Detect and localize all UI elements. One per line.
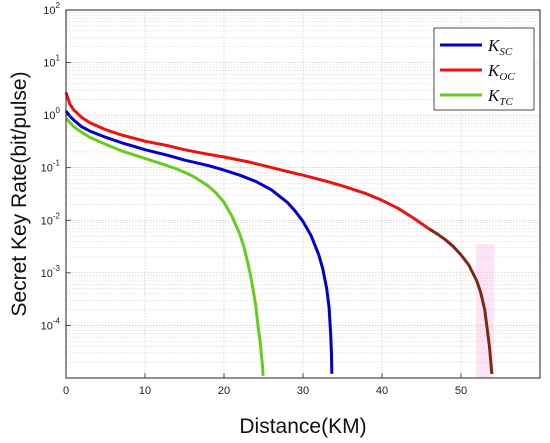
x-tick-labels: 0 10 20 30 40 50: [63, 385, 467, 397]
y-tick-label: 102: [43, 1, 60, 17]
x-axis-label: Distance(KM): [239, 415, 366, 438]
y-tick-label: 10-4: [41, 316, 61, 332]
legend-label: KSC: [487, 36, 513, 58]
x-tick-label: 20: [218, 385, 230, 397]
y-tick-label: 101: [43, 54, 60, 70]
y-tick-label: 10-2: [41, 211, 61, 227]
y-tick-labels: 102 101 100 10-1 10-2 10-3 10-4: [41, 1, 61, 332]
x-tick-label: 40: [376, 385, 388, 397]
y-tick-label: 100: [43, 106, 60, 122]
series-group: [64, 91, 494, 376]
x-tick-label: 10: [139, 385, 151, 397]
series-line-k-tc: [64, 117, 265, 376]
legend-label: KTC: [487, 86, 513, 108]
y-tick-label: 10-3: [41, 264, 61, 280]
x-tick-label: 50: [455, 385, 467, 397]
series-line-k-sc: [64, 110, 334, 374]
series-line-k-oc-tail: [428, 227, 494, 374]
legend-label: KOC: [487, 61, 515, 83]
y-tick-label: 10-1: [41, 159, 61, 175]
y-axis-label: Secret Key Rate(bit/pulse): [8, 71, 31, 316]
legend: KSC KOC KTC: [433, 27, 535, 111]
x-tick-label: 0: [63, 385, 69, 397]
axis-ticks: [65, 9, 462, 378]
x-tick-label: 30: [297, 385, 309, 397]
series-line-k-oc: [64, 91, 431, 231]
